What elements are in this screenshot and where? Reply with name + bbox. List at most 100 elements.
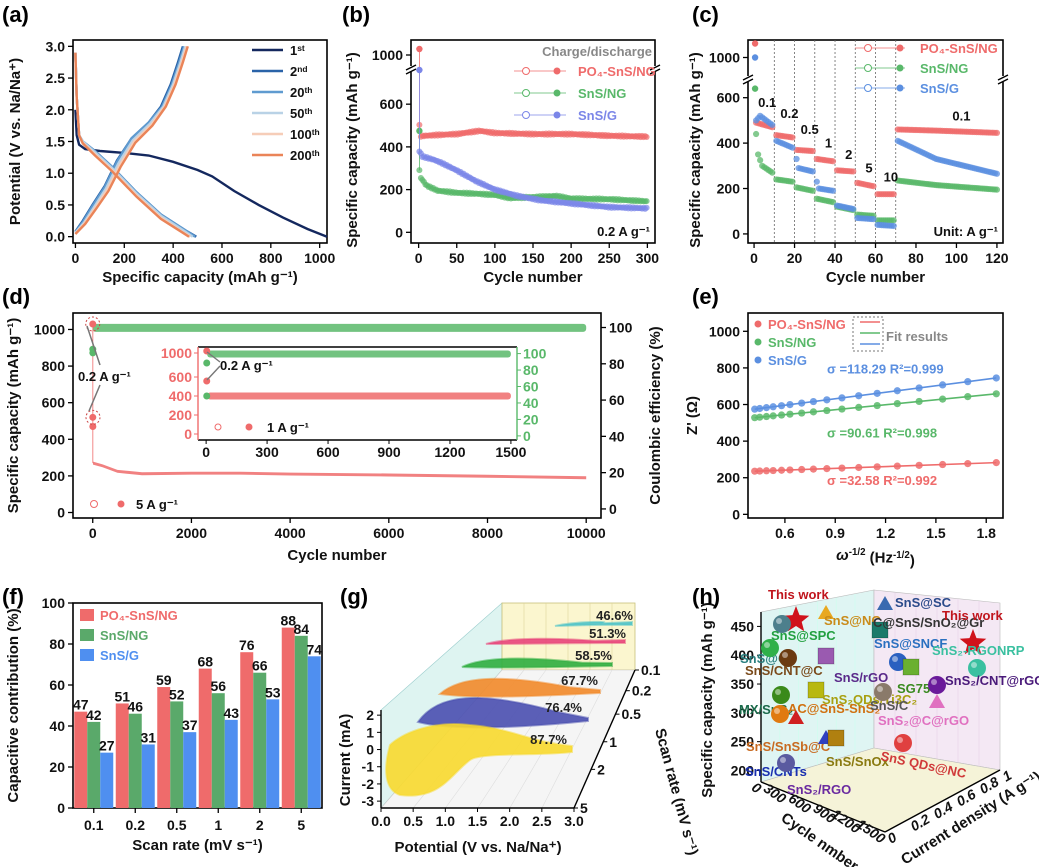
data-point bbox=[829, 158, 837, 165]
inset-y-tick-label: 1000 bbox=[161, 345, 192, 361]
data-point bbox=[643, 134, 650, 141]
panel-label: (a) bbox=[2, 2, 29, 27]
sphere-marker bbox=[771, 705, 789, 723]
data-point bbox=[809, 147, 816, 155]
sphere-highlight bbox=[775, 689, 781, 695]
inset-y-right-tick-label: 0 bbox=[523, 428, 531, 444]
bar bbox=[307, 656, 321, 808]
x-tick-label: 10000 bbox=[567, 525, 606, 541]
y-tick-label: 800 bbox=[717, 360, 741, 376]
data-point bbox=[855, 403, 863, 412]
y-tick-label: 1.0 bbox=[46, 165, 66, 181]
cycle-axis bbox=[760, 781, 886, 833]
panel-e: 0.6 0.9 1.2 1.5 1.8 0 200 400 600 800 1000 ω-1/2 (H… bbox=[684, 312, 1004, 569]
comparison-label: SnS₂@C@rGO bbox=[878, 713, 969, 728]
capacity-tick-label: 350 bbox=[731, 676, 755, 692]
sphere-highlight bbox=[877, 686, 883, 692]
data-point bbox=[756, 467, 764, 475]
data-point bbox=[964, 393, 972, 401]
bar-value-label: 76 bbox=[239, 637, 255, 653]
x-tick-label: 0.5 bbox=[403, 813, 423, 829]
inset-annotation-arrow bbox=[206, 365, 221, 381]
legend-label: PO₄-SnS/NG bbox=[920, 41, 998, 56]
annotation-arrow bbox=[86, 325, 101, 366]
legend-label: 100th bbox=[290, 127, 320, 142]
x-tick-label: 8000 bbox=[472, 525, 503, 541]
bar-value-label: 74 bbox=[306, 641, 322, 657]
data-point bbox=[993, 186, 1001, 193]
data-point bbox=[829, 187, 837, 194]
legend-label: SnS/G bbox=[920, 81, 959, 96]
z-axis bbox=[573, 669, 636, 809]
axis-break-mark bbox=[742, 74, 754, 81]
y-tick-label: 200 bbox=[717, 470, 741, 486]
data-point bbox=[813, 178, 820, 185]
data-point bbox=[643, 198, 650, 205]
axis-break-mark bbox=[997, 74, 1009, 81]
y-tick-label: 200 bbox=[380, 182, 404, 198]
rate-label: 1 bbox=[825, 136, 832, 151]
x-tick-label: 1 bbox=[214, 817, 222, 833]
y-tick-label: 40 bbox=[49, 718, 65, 734]
x-tick-label: 1.8 bbox=[976, 525, 996, 541]
inset-y-right-tick-label: 20 bbox=[523, 411, 539, 427]
data-point bbox=[939, 460, 947, 469]
sphere-marker bbox=[779, 649, 797, 667]
y-axis-label: Current (mA) bbox=[337, 714, 354, 807]
legend-label: SnS/G bbox=[578, 108, 617, 123]
x-tick-label: 200 bbox=[559, 250, 583, 266]
charge-curve bbox=[74, 45, 185, 233]
capacity-point-initial bbox=[89, 413, 97, 421]
data-point bbox=[850, 168, 857, 175]
y-tick-label: 0 bbox=[732, 226, 740, 242]
z-tick-label: 1 bbox=[609, 734, 617, 750]
highlight-circle bbox=[85, 316, 101, 332]
bar-value-label: 51 bbox=[114, 688, 130, 704]
y-tick-label: 1000 bbox=[709, 50, 740, 66]
data-point bbox=[964, 378, 972, 386]
cube-marker bbox=[807, 681, 825, 699]
data-point bbox=[829, 199, 837, 206]
x-tick-label: 80 bbox=[908, 250, 924, 266]
data-point bbox=[798, 465, 806, 474]
data-point bbox=[992, 459, 1000, 467]
legend-marker-filled bbox=[553, 89, 561, 97]
panel-f: 0204060801000.14742270.25146310.55952371… bbox=[5, 595, 323, 854]
plot-frame bbox=[747, 312, 1004, 519]
data-point bbox=[752, 130, 760, 138]
comparison-label: SnS/CNT@C bbox=[745, 663, 823, 678]
sphere-highlight bbox=[776, 618, 782, 624]
fit-annotation: σ =118.29 R²=0.999 bbox=[827, 361, 944, 376]
y-tick-label: 2 bbox=[366, 707, 374, 723]
panel-label: (f) bbox=[2, 584, 24, 609]
comparison-label: SnS@C bbox=[740, 651, 788, 666]
unit-note: Unit: A g⁻¹ bbox=[934, 224, 998, 239]
bar bbox=[224, 719, 238, 808]
data-point bbox=[777, 411, 786, 419]
data-point bbox=[762, 412, 771, 421]
legend-label: PO₄-SnS/NG bbox=[100, 608, 178, 623]
current-tick-label: 0 bbox=[885, 829, 900, 847]
capacity-tick-label: 400 bbox=[731, 647, 755, 663]
data-point bbox=[823, 465, 831, 473]
capacitive-percent-label: 51.3% bbox=[589, 626, 626, 641]
coulombic-efficiency-series bbox=[92, 323, 587, 332]
x-tick-label: 100 bbox=[483, 250, 507, 266]
cv-loop bbox=[437, 677, 601, 698]
bar-value-label: 59 bbox=[156, 672, 172, 688]
x-tick-label: 0 bbox=[750, 250, 758, 266]
inset-y-tick-label: 0 bbox=[184, 426, 192, 442]
x-tick-label: 1.0 bbox=[436, 813, 456, 829]
y-tick-label: 600 bbox=[717, 397, 741, 413]
data-point bbox=[873, 401, 881, 410]
axis-break-mark bbox=[649, 68, 661, 75]
axis-break-mark bbox=[997, 78, 1009, 85]
y-tick-label: 1000 bbox=[34, 321, 65, 337]
legend-marker bbox=[754, 320, 762, 328]
x-tick-label: 1000 bbox=[304, 250, 335, 266]
panel-c: 0 20 40 60 80 100 120 0 200 400 600 1000 Cycle numbe… bbox=[687, 39, 1009, 286]
legend-label: SnS/NG bbox=[920, 61, 968, 76]
y-tick-label: 0 bbox=[57, 800, 65, 816]
panel-label: (g) bbox=[340, 584, 368, 609]
capacity-series bbox=[93, 461, 587, 480]
